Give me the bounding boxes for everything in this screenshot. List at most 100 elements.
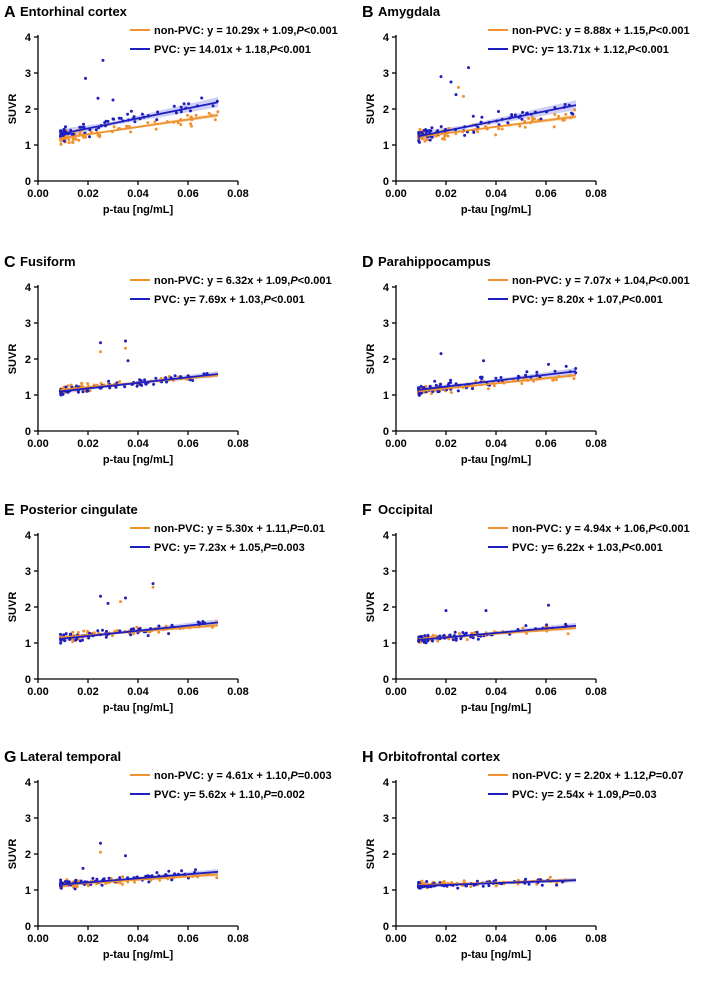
data-point [518, 124, 522, 128]
data-point [446, 134, 450, 138]
data-point [497, 110, 500, 113]
legend-p-value: <0.001 [277, 44, 311, 56]
data-point [486, 387, 490, 391]
y-axis-label: SUVR [365, 344, 377, 375]
data-point [464, 631, 468, 635]
legend-entry-non-pvc: non-PVC: y = 5.30x + 1.11,P=0.01 [154, 523, 325, 535]
data-point [571, 112, 575, 116]
chart-svg: C Fusiform 0 1 2 3 4 0.00 0.02 0.04 0.06 0.08 p-tau … [4, 254, 332, 466]
data-point [433, 379, 437, 383]
data-point [436, 639, 440, 643]
data-point [215, 876, 219, 880]
data-point [190, 124, 193, 128]
regression-line-non-pvc [418, 374, 577, 393]
x-tick-label: 0.00 [385, 438, 406, 450]
data-point [422, 128, 426, 132]
data-point [76, 631, 80, 634]
y-tick-label: 2 [25, 104, 31, 116]
chart-title: Posterior cingulate [20, 502, 138, 517]
data-point [124, 339, 127, 343]
data-point [463, 133, 467, 137]
legend-equation: non-PVC: y = 10.29x + 1.09, [154, 25, 296, 37]
regression-line-pvc [60, 870, 219, 886]
legend-p-symbol: P [621, 294, 629, 306]
legend-entry-non-pvc: non-PVC: y = 4.94x + 1.06,P<0.001 [512, 523, 690, 535]
legend-p-symbol: P [648, 25, 656, 37]
x-tick-label: 0.02 [77, 188, 98, 200]
data-point [439, 352, 443, 356]
x-axis-label: p-tau [ng/mL] [103, 204, 174, 216]
x-axis-label: p-tau [ng/mL] [103, 454, 174, 466]
data-point [132, 632, 136, 636]
panel-letter: G [4, 749, 16, 766]
data-point [520, 382, 524, 385]
data-point [155, 118, 159, 122]
data-point [74, 879, 78, 883]
data-point [153, 120, 157, 124]
y-axis-label: SUVR [7, 592, 19, 623]
y-tick-label: 3 [25, 318, 31, 330]
data-point [189, 115, 193, 119]
y-tick-label: 4 [383, 777, 390, 789]
data-point [497, 127, 501, 131]
y-tick-label: 1 [383, 390, 389, 402]
data-point [75, 885, 79, 889]
data-point [133, 880, 136, 884]
legend-entry-non-pvc: non-PVC: y = 2.20x + 1.12,P=0.07 [512, 770, 684, 782]
data-point [80, 381, 84, 385]
data-point [431, 633, 435, 637]
y-axis-label: SUVR [365, 592, 377, 623]
data-point [96, 629, 100, 633]
legend-entry-non-pvc: non-PVC: y = 8.88x + 1.15,P<0.001 [512, 25, 690, 37]
legend-p-value: <0.001 [304, 25, 338, 37]
chart-svg: A Entorhinal cortex 0 1 2 3 4 0.00 0.02 0.04 0.06 0… [4, 4, 338, 216]
legend-equation: non-PVC: y = 4.61x + 1.10, [154, 770, 290, 782]
x-tick-label: 0.04 [127, 686, 149, 698]
data-point [524, 373, 528, 377]
data-point [147, 880, 151, 884]
data-point [552, 125, 556, 129]
data-point [555, 883, 559, 887]
data-point [164, 376, 168, 380]
x-tick-label: 0.04 [127, 188, 149, 200]
data-point [111, 634, 114, 638]
data-point [59, 886, 63, 890]
data-point [146, 121, 150, 125]
data-point [107, 379, 111, 383]
data-point [428, 138, 432, 142]
legend-p-symbol: P [621, 542, 629, 554]
x-axis-label: p-tau [ng/mL] [461, 454, 532, 466]
data-point [81, 390, 85, 394]
data-point [71, 640, 75, 644]
data-point [118, 881, 122, 885]
y-tick-label: 4 [383, 282, 390, 294]
chart-title: Entorhinal cortex [20, 4, 128, 19]
data-point [525, 370, 529, 374]
data-point [194, 868, 197, 872]
data-point [476, 637, 480, 641]
data-point [99, 594, 102, 598]
data-point [180, 869, 184, 873]
x-tick-label: 0.02 [435, 933, 456, 945]
x-tick-label: 0.06 [177, 686, 198, 698]
data-point [182, 102, 186, 106]
data-point [78, 125, 82, 129]
data-point [189, 109, 192, 113]
data-point [564, 622, 568, 626]
legend-p-symbol: P [296, 25, 304, 37]
data-point [564, 364, 568, 368]
data-point [449, 80, 453, 84]
x-tick-label: 0.08 [585, 686, 606, 698]
y-tick-label: 2 [383, 104, 389, 116]
data-point [124, 854, 127, 858]
data-point [480, 115, 484, 119]
data-point [99, 841, 102, 845]
regression-line-non-pvc [418, 115, 577, 138]
data-point [434, 383, 438, 387]
data-point [521, 626, 525, 630]
data-point [179, 110, 183, 114]
data-point [108, 386, 112, 390]
legend-equation: non-PVC: y = 7.07x + 1.04, [512, 275, 648, 287]
legend-p-value: =0.003 [271, 542, 305, 554]
x-tick-label: 0.02 [435, 686, 456, 698]
